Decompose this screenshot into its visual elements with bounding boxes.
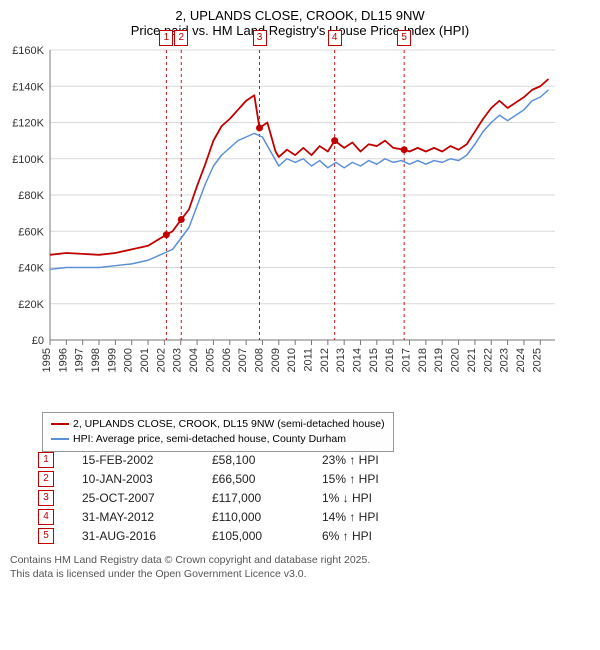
svg-text:£120K: £120K	[12, 118, 44, 130]
transaction-index: 4	[38, 509, 54, 525]
svg-text:2000: 2000	[123, 348, 135, 372]
svg-text:2013: 2013	[335, 348, 347, 372]
chart-title: 2, UPLANDS CLOSE, CROOK, DL15 9NW Price …	[0, 0, 600, 38]
svg-text:2004: 2004	[188, 348, 200, 372]
svg-text:2019: 2019	[433, 348, 445, 372]
svg-text:£80K: £80K	[18, 190, 44, 202]
svg-text:2015: 2015	[368, 348, 380, 372]
price-chart: £0 £20K £40K £60K £80K £100K £120K £140K £160K 19…	[0, 44, 560, 404]
svg-text:£20K: £20K	[18, 299, 44, 311]
legend-item: HPI: Average price, semi-detached house,…	[51, 432, 385, 447]
svg-text:2003: 2003	[172, 348, 184, 372]
transaction-price: £117,000	[212, 491, 322, 505]
svg-text:2001: 2001	[139, 348, 151, 372]
chart-marker-2: 2	[174, 30, 188, 46]
transaction-index: 1	[38, 452, 54, 468]
chart-marker-1: 1	[159, 30, 173, 46]
transaction-row: 3 25-OCT-2007£117,0001% ↓ HPI	[38, 490, 600, 506]
svg-text:2024: 2024	[515, 348, 527, 372]
transaction-delta: 23% ↑ HPI	[322, 453, 422, 467]
transaction-price: £58,100	[212, 453, 322, 467]
svg-text:£0: £0	[32, 335, 44, 347]
transaction-price: £66,500	[212, 472, 322, 486]
footer-line2: This data is licensed under the Open Gov…	[10, 568, 600, 582]
svg-text:£100K: £100K	[12, 154, 44, 166]
svg-text:2012: 2012	[319, 348, 331, 372]
svg-text:2009: 2009	[270, 348, 282, 372]
svg-text:2006: 2006	[221, 348, 233, 372]
svg-text:2025: 2025	[531, 348, 543, 372]
transaction-row: 1 15-FEB-2002£58,10023% ↑ HPI	[38, 452, 600, 468]
transaction-date: 31-AUG-2016	[82, 529, 212, 543]
data-attribution: Contains HM Land Registry data © Crown c…	[10, 554, 600, 581]
chart-marker-5: 5	[397, 30, 411, 46]
transaction-date: 31-MAY-2012	[82, 510, 212, 524]
svg-text:2021: 2021	[466, 348, 478, 372]
svg-text:1999: 1999	[106, 348, 118, 372]
transaction-delta: 15% ↑ HPI	[322, 472, 422, 486]
svg-text:£40K: £40K	[18, 263, 44, 275]
transaction-index: 3	[38, 490, 54, 506]
transaction-row: 5 31-AUG-2016£105,0006% ↑ HPI	[38, 528, 600, 544]
svg-text:2010: 2010	[286, 348, 298, 372]
transaction-date: 10-JAN-2003	[82, 472, 212, 486]
legend-item: 2, UPLANDS CLOSE, CROOK, DL15 9NW (semi-…	[51, 417, 385, 432]
transaction-row: 2 10-JAN-2003£66,50015% ↑ HPI	[38, 471, 600, 487]
transaction-date: 25-OCT-2007	[82, 491, 212, 505]
svg-text:2017: 2017	[401, 348, 413, 372]
svg-text:2022: 2022	[482, 348, 494, 372]
svg-text:2002: 2002	[155, 348, 167, 372]
transaction-index: 5	[38, 528, 54, 544]
svg-text:2018: 2018	[417, 348, 429, 372]
svg-text:2011: 2011	[302, 348, 314, 372]
chart-legend: 2, UPLANDS CLOSE, CROOK, DL15 9NW (semi-…	[42, 412, 394, 452]
svg-text:£60K: £60K	[18, 226, 44, 238]
transaction-delta: 6% ↑ HPI	[322, 529, 422, 543]
transaction-price: £105,000	[212, 529, 322, 543]
svg-text:1995: 1995	[41, 348, 53, 372]
transaction-row: 4 31-MAY-2012£110,00014% ↑ HPI	[38, 509, 600, 525]
transaction-index: 2	[38, 471, 54, 487]
footer-line1: Contains HM Land Registry data © Crown c…	[10, 554, 600, 568]
svg-text:2016: 2016	[384, 348, 396, 372]
title-address: 2, UPLANDS CLOSE, CROOK, DL15 9NW	[0, 8, 600, 23]
svg-text:2007: 2007	[237, 348, 249, 372]
transaction-price: £110,000	[212, 510, 322, 524]
svg-text:2014: 2014	[352, 348, 364, 372]
svg-text:2005: 2005	[204, 348, 216, 372]
transaction-delta: 1% ↓ HPI	[322, 491, 422, 505]
svg-text:2008: 2008	[253, 348, 265, 372]
transaction-delta: 14% ↑ HPI	[322, 510, 422, 524]
transaction-date: 15-FEB-2002	[82, 453, 212, 467]
svg-text:2023: 2023	[499, 348, 511, 372]
chart-marker-3: 3	[253, 30, 267, 46]
svg-text:£160K: £160K	[12, 45, 44, 57]
svg-text:1996: 1996	[57, 348, 69, 372]
chart-marker-4: 4	[328, 30, 342, 46]
title-subtitle: Price paid vs. HM Land Registry's House …	[0, 23, 600, 38]
svg-text:1997: 1997	[74, 348, 86, 372]
svg-text:2020: 2020	[450, 348, 462, 372]
svg-text:£140K: £140K	[12, 81, 44, 93]
svg-text:1998: 1998	[90, 348, 102, 372]
transactions-table: 1 15-FEB-2002£58,10023% ↑ HPI 2 10-JAN-2003…	[38, 452, 600, 544]
